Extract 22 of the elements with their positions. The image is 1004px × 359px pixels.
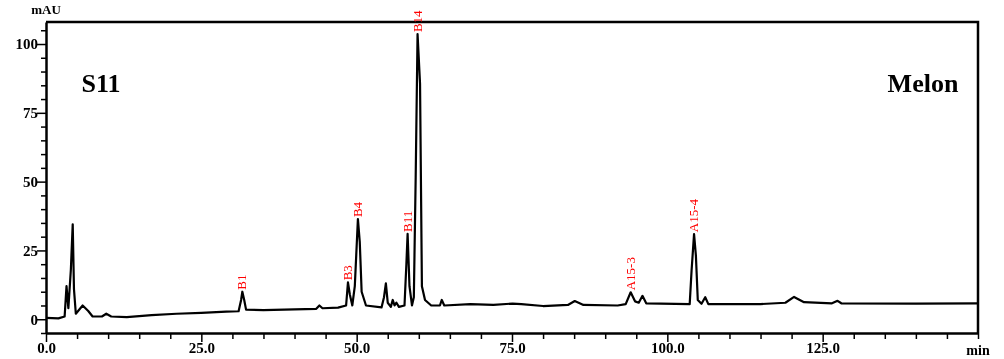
y-tick-label: 75 (23, 105, 38, 122)
y-tick-label: 25 (23, 242, 38, 259)
x-tick-label: 0.0 (37, 339, 56, 356)
y-tick-label: 100 (15, 36, 38, 53)
x-tick-label: 125.0 (806, 339, 841, 356)
x-tick-label: 100.0 (650, 339, 685, 356)
y-tick-label: 50 (23, 173, 38, 190)
annotation: B1 (234, 274, 250, 290)
x-tick-label: 75.0 (499, 339, 526, 356)
x-tick-label: 50.0 (344, 339, 371, 356)
annotation: Melon (887, 69, 959, 98)
x-axis-title: min (966, 343, 990, 358)
annotation: A15-3 (622, 257, 638, 291)
y-tick-label: 0 (30, 311, 38, 328)
annotation: B3 (339, 265, 355, 281)
annotation: A15-4 (686, 198, 702, 233)
x-tick-label: 25.0 (188, 339, 215, 356)
annotation: B14 (409, 9, 425, 33)
annotation: B4 (349, 201, 365, 218)
annotation: S11 (81, 69, 121, 98)
annotation: B11 (399, 210, 415, 232)
y-axis-title: mAU (31, 2, 62, 17)
